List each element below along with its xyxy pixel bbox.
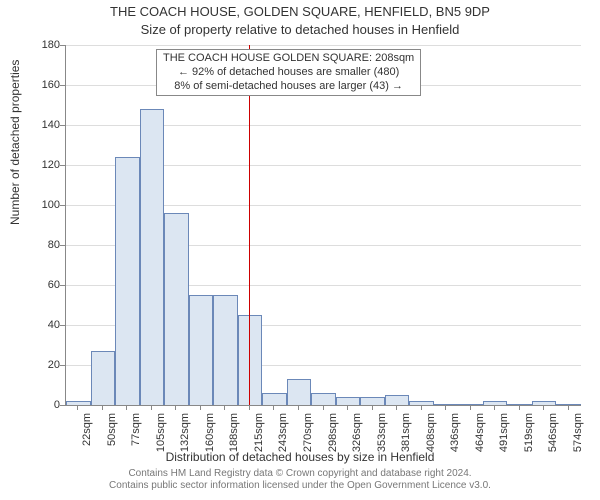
x-tick-label: 50sqm (106, 413, 118, 446)
annotation-box: THE COACH HOUSE GOLDEN SQUARE: 208sqm ← … (156, 49, 421, 96)
annotation-line-3: 8% of semi-detached houses are larger (4… (163, 80, 414, 94)
y-tick-label: 0 (35, 399, 60, 411)
x-axis-label: Distribution of detached houses by size … (0, 450, 600, 464)
x-tick-label: 298sqm (327, 413, 339, 452)
x-tick-label: 381sqm (400, 413, 412, 452)
x-tick-mark (421, 405, 422, 410)
x-tick-label: 436sqm (449, 413, 461, 452)
y-axis-label: Number of detached properties (8, 60, 22, 225)
x-tick-label: 215sqm (253, 413, 265, 452)
histogram-bar (115, 157, 140, 405)
y-tick-label: 20 (35, 359, 60, 371)
x-tick-mark (347, 405, 348, 410)
histogram-bar (238, 315, 263, 405)
marker-line (249, 45, 250, 405)
x-tick-label: 77sqm (130, 413, 142, 446)
x-tick-mark (102, 405, 103, 410)
histogram-bar (336, 397, 361, 405)
x-tick-label: 105sqm (155, 413, 167, 452)
x-tick-label: 574sqm (572, 413, 584, 452)
x-tick-mark (519, 405, 520, 410)
x-tick-label: 464sqm (474, 413, 486, 452)
x-tick-mark (323, 405, 324, 410)
x-tick-mark (298, 405, 299, 410)
x-tick-mark (273, 405, 274, 410)
x-tick-label: 546sqm (547, 413, 559, 452)
y-tick-label: 80 (35, 239, 60, 251)
histogram-bar (189, 295, 214, 405)
chart-container: THE COACH HOUSE, GOLDEN SQUARE, HENFIELD… (0, 0, 600, 500)
histogram-bar (66, 401, 91, 405)
x-tick-label: 132sqm (179, 413, 191, 452)
x-tick-label: 270sqm (302, 413, 314, 452)
x-tick-mark (470, 405, 471, 410)
x-tick-mark (396, 405, 397, 410)
y-tick-label: 40 (35, 319, 60, 331)
x-tick-label: 491sqm (498, 413, 510, 452)
y-tick-label: 180 (35, 39, 60, 51)
annotation-line-2: ← 92% of detached houses are smaller (48… (163, 66, 414, 80)
histogram-bar (140, 109, 165, 405)
x-tick-mark (372, 405, 373, 410)
y-tick-label: 160 (35, 79, 60, 91)
chart-title-line1: THE COACH HOUSE, GOLDEN SQUARE, HENFIELD… (0, 4, 600, 19)
histogram-bar (287, 379, 312, 405)
x-tick-label: 188sqm (228, 413, 240, 452)
x-tick-label: 160sqm (204, 413, 216, 452)
histogram-bar (164, 213, 189, 405)
histogram-bar (91, 351, 116, 405)
histogram-bar (262, 393, 287, 405)
histogram-bar (360, 397, 385, 405)
annotation-line-1: THE COACH HOUSE GOLDEN SQUARE: 208sqm (163, 52, 414, 66)
x-tick-mark (568, 405, 569, 410)
x-tick-mark (175, 405, 176, 410)
x-tick-label: 353sqm (376, 413, 388, 452)
x-tick-mark (494, 405, 495, 410)
histogram-bar (385, 395, 410, 405)
footer: Contains HM Land Registry data © Crown c… (0, 468, 600, 492)
gridline (66, 45, 581, 46)
x-tick-mark (445, 405, 446, 410)
x-tick-mark (77, 405, 78, 410)
x-tick-label: 326sqm (351, 413, 363, 452)
histogram-bar (213, 295, 238, 405)
chart-title-line2: Size of property relative to detached ho… (0, 22, 600, 37)
footer-line-2: Contains public sector information licen… (0, 480, 600, 492)
x-tick-label: 22sqm (81, 413, 93, 446)
histogram-bar (311, 393, 336, 405)
x-tick-mark (200, 405, 201, 410)
x-tick-mark (249, 405, 250, 410)
x-tick-mark (126, 405, 127, 410)
plot-area: THE COACH HOUSE GOLDEN SQUARE: 208sqm ← … (65, 45, 581, 406)
x-tick-mark (151, 405, 152, 410)
x-tick-label: 243sqm (277, 413, 289, 452)
y-tick-label: 60 (35, 279, 60, 291)
y-tick-label: 100 (35, 199, 60, 211)
y-tick-label: 140 (35, 119, 60, 131)
x-tick-label: 519sqm (523, 413, 535, 452)
x-tick-mark (543, 405, 544, 410)
y-tick-label: 120 (35, 159, 60, 171)
footer-line-1: Contains HM Land Registry data © Crown c… (0, 468, 600, 480)
x-tick-mark (224, 405, 225, 410)
x-tick-label: 408sqm (425, 413, 437, 452)
